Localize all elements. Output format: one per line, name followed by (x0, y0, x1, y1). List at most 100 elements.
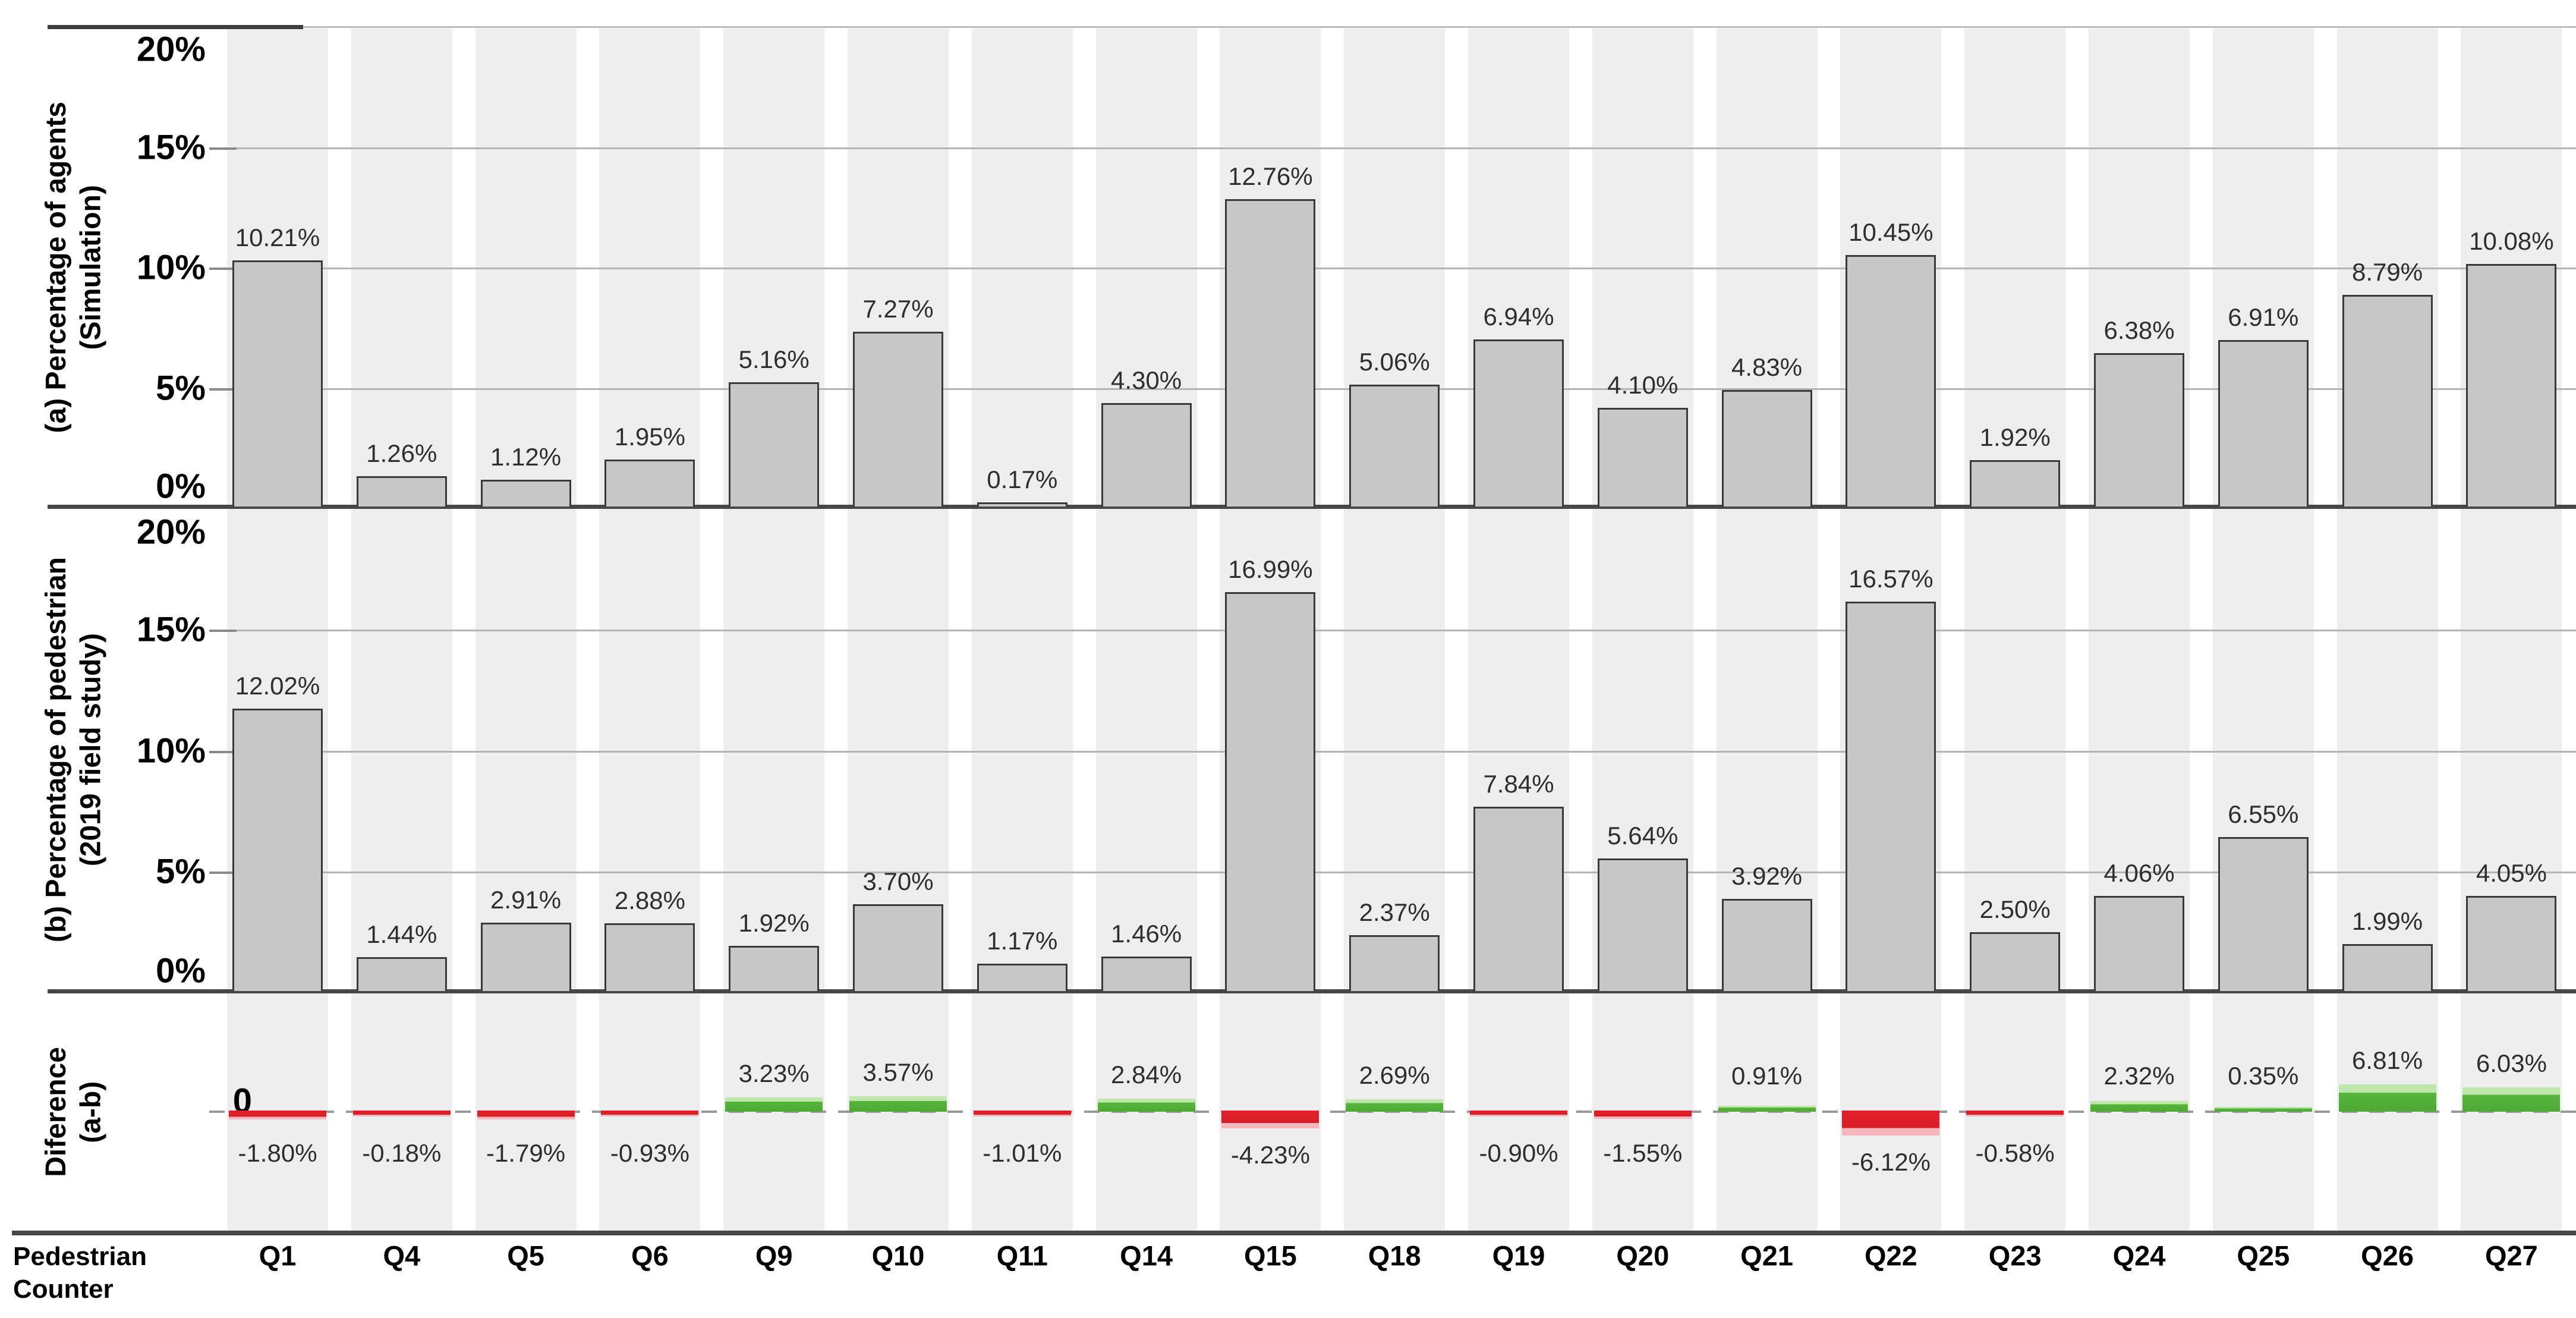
x-tick-label-Q11: Q11 (996, 1240, 1048, 1272)
bar-b-Q18 (1349, 935, 1440, 991)
x-axis-title-line1: Pedestrian (13, 1242, 147, 1271)
bar-b-Q15 (1225, 592, 1316, 991)
y-tick-label: 15% (136, 128, 206, 167)
y-tick-label: 15% (136, 610, 206, 649)
x-tick-label-Q19: Q19 (1492, 1240, 1545, 1272)
diff-bar-Q9 (725, 1097, 823, 1112)
diff-value-label-Q18: 2.69% (1359, 1061, 1430, 1090)
zero-line (209, 1111, 2576, 1113)
bar-b-Q21 (1721, 899, 1812, 991)
bar-b-Q10 (853, 904, 943, 991)
tick-dash (209, 872, 237, 874)
bar-value-label-a-Q1: 10.21% (235, 224, 320, 252)
x-tick-label-Q20: Q20 (1616, 1240, 1670, 1272)
bar-value-label-b-Q18: 2.37% (1359, 898, 1430, 927)
bar-value-label-b-Q14: 1.46% (1111, 920, 1182, 948)
bar-a-Q9 (729, 382, 820, 507)
bar-a-Q10 (853, 331, 943, 507)
top-border-line (48, 26, 2576, 28)
y-tick-label: 5% (156, 369, 206, 408)
bar-value-label-b-Q19: 7.84% (1483, 770, 1554, 798)
y-tick-label: 10% (136, 248, 206, 287)
bar-value-label-a-Q5: 1.12% (490, 442, 562, 471)
bar-value-label-a-Q22: 10.45% (1848, 218, 1933, 246)
x-axis-title-line2: Counter (13, 1275, 114, 1304)
diff-bar-Q27 (2462, 1087, 2561, 1112)
diff-bar-Q25 (2214, 1107, 2312, 1112)
bar-value-label-a-Q9: 5.16% (738, 345, 810, 374)
bar-b-Q22 (1846, 602, 1936, 991)
bar-value-label-b-Q24: 4.06% (2103, 858, 2175, 887)
bar-value-label-b-Q23: 2.50% (1979, 895, 2051, 924)
bar-value-label-a-Q14: 4.30% (1111, 366, 1182, 394)
bar-value-label-a-Q10: 7.27% (862, 294, 934, 323)
diff-bar-Q14 (1097, 1099, 1195, 1112)
diff-value-label-Q24: 2.32% (2103, 1062, 2175, 1090)
gridline (209, 147, 2576, 149)
bar-b-Q25 (2218, 837, 2309, 991)
bar-value-label-a-Q6: 1.95% (614, 423, 685, 451)
diff-bar-Q23 (1966, 1111, 2064, 1116)
x-tick-label-Q14: Q14 (1120, 1240, 1173, 1272)
bar-b-Q14 (1101, 957, 1192, 991)
x-tick-label-Q15: Q15 (1243, 1240, 1297, 1272)
diff-bar-Q6 (601, 1111, 699, 1116)
bar-b-Q27 (2466, 896, 2557, 991)
bar-b-Q19 (1473, 807, 1564, 991)
x-tick-label-Q4: Q4 (383, 1240, 421, 1272)
bar-a-Q1 (232, 260, 323, 507)
bar-b-Q4 (356, 957, 447, 991)
diff-value-label-Q14: 2.84% (1111, 1061, 1182, 1089)
bar-value-label-a-Q4: 1.26% (366, 439, 437, 467)
bar-a-Q5 (480, 479, 571, 507)
y-tick-label: 0% (156, 467, 206, 506)
bar-value-label-b-Q22: 16.57% (1848, 565, 1933, 593)
gridline (209, 751, 2576, 753)
y-tick-label: 20% (136, 512, 206, 552)
tick-dash (209, 751, 237, 753)
panel-a-baseline (48, 505, 2576, 509)
diff-bar-Q26 (2338, 1084, 2436, 1112)
x-tick-label-Q24: Q24 (2112, 1240, 2166, 1272)
diff-bar-Q11 (973, 1111, 1071, 1117)
bar-value-label-b-Q15: 16.99% (1228, 555, 1313, 583)
bar-b-Q9 (729, 946, 820, 991)
bar-value-label-b-Q20: 5.64% (1607, 822, 1679, 850)
x-tick-label-Q22: Q22 (1864, 1240, 1917, 1272)
bar-value-label-b-Q1: 12.02% (235, 672, 320, 700)
diff-value-label-Q19: -0.90% (1479, 1139, 1558, 1167)
x-tick-label-Q23: Q23 (1988, 1240, 2042, 1272)
bar-a-Q19 (1473, 339, 1564, 507)
diff-value-label-Q15: -4.23% (1230, 1141, 1310, 1169)
diff-value-label-Q27: 6.03% (2476, 1049, 2547, 1077)
bar-b-Q1 (232, 709, 323, 991)
bar-value-label-b-Q21: 3.92% (1731, 862, 1803, 891)
bar-a-Q25 (2218, 340, 2309, 507)
diff-value-label-Q21: 0.91% (1731, 1062, 1803, 1090)
diff-value-label-Q11: -1.01% (982, 1139, 1062, 1167)
diff-bar-Q4 (352, 1111, 451, 1116)
bar-value-label-b-Q5: 2.91% (490, 886, 562, 914)
x-axis-line (12, 1231, 2576, 1235)
gridline (209, 630, 2576, 631)
bar-value-label-a-Q24: 6.38% (2103, 316, 2175, 344)
diff-bar-Q1 (229, 1111, 326, 1120)
bar-value-label-b-Q9: 1.92% (738, 909, 810, 938)
bar-a-Q22 (1846, 254, 1936, 507)
tick-dash (209, 268, 237, 270)
bar-value-label-a-Q11: 0.17% (987, 465, 1058, 494)
diff-value-label-Q6: -0.93% (610, 1139, 689, 1167)
x-axis-title: Pedestrian Counter (13, 1240, 147, 1306)
bar-a-Q4 (356, 476, 447, 507)
bar-value-label-a-Q19: 6.94% (1483, 302, 1554, 331)
x-tick-label-Q5: Q5 (507, 1240, 544, 1272)
x-tick-label-Q18: Q18 (1368, 1240, 1421, 1272)
bar-value-label-a-Q25: 6.91% (2228, 303, 2299, 332)
diff-value-label-Q9: 3.23% (738, 1059, 810, 1087)
y-tick-label-zero: 0 (232, 1081, 252, 1121)
bar-value-label-b-Q6: 2.88% (614, 886, 685, 915)
bar-value-label-b-Q4: 1.44% (366, 920, 437, 949)
x-tick-label-Q27: Q27 (2484, 1240, 2538, 1272)
gridline (209, 872, 2576, 873)
